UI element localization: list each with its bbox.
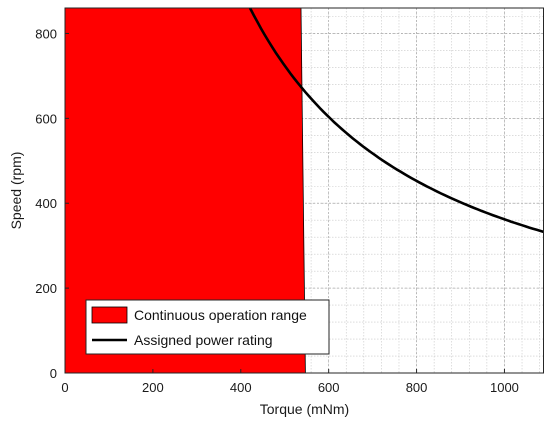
legend-swatch-continuous-operation-range [91,306,128,324]
legend: Continuous operation range Assigned powe… [85,299,330,355]
x-tick-label: 800 [406,380,428,395]
x-tick-label: 200 [142,380,164,395]
x-axis-label: Torque (mNm) [260,401,349,417]
legend-label-assigned-power-rating: Assigned power rating [134,332,273,348]
x-tick-label: 600 [318,380,340,395]
y-tick-label: 800 [35,26,57,41]
tick-layer: 0 200 400 600 800 1000 0 200 400 600 800 [35,26,519,395]
y-tick-label: 200 [35,281,57,296]
x-tick-label: 1000 [490,380,519,395]
y-tick-label: 600 [35,111,57,126]
assigned-power-rating-curve [248,7,544,234]
x-tick-label: 0 [61,380,68,395]
x-tick-label: 400 [230,380,252,395]
legend-label-continuous-operation-range: Continuous operation range [134,307,307,323]
y-tick-label: 400 [35,196,57,211]
y-tick-label: 0 [50,366,57,381]
y-axis-label: Speed (rpm) [8,152,24,230]
